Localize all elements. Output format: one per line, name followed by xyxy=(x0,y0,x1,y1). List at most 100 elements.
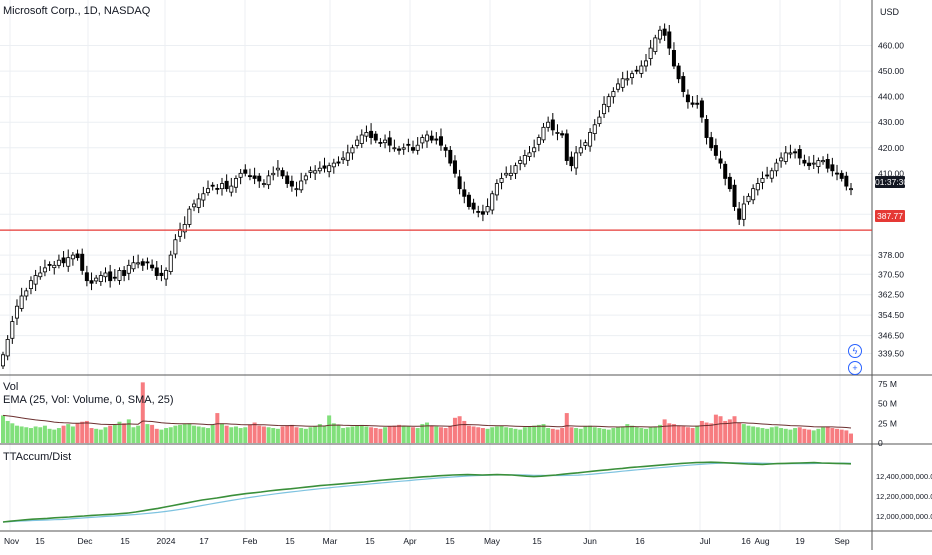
candle-up xyxy=(317,167,322,172)
volume-bar xyxy=(550,428,555,443)
candle-down xyxy=(690,102,695,105)
candle-down xyxy=(224,180,229,190)
volume-bar xyxy=(247,424,252,443)
volume-bar xyxy=(425,422,429,443)
volume-bar xyxy=(555,429,560,443)
volume-bar xyxy=(732,416,737,443)
volume-bar xyxy=(574,428,579,443)
candle-up xyxy=(424,134,429,142)
candle-up xyxy=(401,147,406,150)
volume-bar xyxy=(634,427,639,443)
volume-bar xyxy=(401,425,406,443)
candle-down xyxy=(75,253,80,259)
candle-down xyxy=(289,180,294,187)
volume-bar xyxy=(513,428,518,443)
candle-up xyxy=(266,175,271,186)
price-axis-tick: 460.00 xyxy=(878,41,904,51)
volume-bar xyxy=(89,428,94,443)
lightning-icon[interactable]: ϟ xyxy=(848,344,862,358)
candle-up xyxy=(10,321,15,339)
volume-bar xyxy=(690,428,695,443)
candle-up xyxy=(518,160,523,164)
candle-down xyxy=(718,158,723,164)
volume-bar xyxy=(802,428,807,443)
volume-bar xyxy=(52,429,57,443)
volume-bar xyxy=(173,425,178,443)
candle-up xyxy=(5,339,10,357)
currency-label[interactable]: USD xyxy=(880,7,900,17)
candle-up xyxy=(126,264,131,274)
volume-bar xyxy=(816,428,821,443)
volume-bar xyxy=(229,427,234,443)
candle-up xyxy=(233,178,238,188)
accum-indicator-title[interactable]: TTAccum/Dist xyxy=(3,451,72,463)
volume-bar xyxy=(657,424,662,443)
candle-up xyxy=(746,195,751,203)
volume-bars-group xyxy=(1,382,853,443)
volume-bar xyxy=(182,424,187,443)
candle-up xyxy=(19,295,24,309)
volume-bar xyxy=(117,421,122,443)
candle-down xyxy=(727,176,732,190)
volume-bar xyxy=(28,428,33,443)
volume-bar xyxy=(532,425,537,443)
candle-down xyxy=(369,130,374,138)
candle-up xyxy=(303,175,308,181)
volume-bar xyxy=(494,426,499,443)
volume-bar xyxy=(126,419,131,443)
candle-down xyxy=(89,280,94,284)
candle-up xyxy=(532,147,537,153)
volume-bar xyxy=(406,426,411,443)
volume-bar xyxy=(196,426,201,443)
volume-bar xyxy=(611,428,616,443)
volume-bar xyxy=(504,427,509,443)
candle-up xyxy=(849,188,854,191)
candle-up xyxy=(536,137,541,145)
price-axis-tick: 354.50 xyxy=(878,310,904,320)
volume-bar xyxy=(61,425,66,443)
volume-bar xyxy=(462,420,467,443)
candle-up xyxy=(741,203,746,220)
candle-up xyxy=(331,162,336,168)
volume-bar xyxy=(480,428,485,443)
candle-down xyxy=(685,94,690,103)
time-axis-tick: 17 xyxy=(199,536,209,546)
volume-indicator-description[interactable]: EMA (25, Vol: Volume, 0, SMA, 25) xyxy=(3,394,174,406)
volume-bar xyxy=(420,424,425,443)
candle-down xyxy=(159,272,164,276)
candle-up xyxy=(117,270,122,281)
volume-bar xyxy=(266,427,271,443)
volume-bar xyxy=(192,425,197,443)
volume-bar xyxy=(313,426,318,443)
volume-indicator-title[interactable]: Vol xyxy=(3,381,19,393)
candle-down xyxy=(462,189,467,197)
volume-bar xyxy=(56,428,61,443)
candle-up xyxy=(28,280,33,289)
candle-down xyxy=(704,119,709,138)
candle-up xyxy=(755,183,760,191)
candle-up xyxy=(783,152,788,162)
level-price-tag: 387.77 xyxy=(875,210,905,222)
volume-bar xyxy=(364,426,369,443)
accum-line xyxy=(2,461,852,523)
candle-up xyxy=(499,178,504,183)
volume-bar xyxy=(485,428,490,443)
candle-up xyxy=(821,160,826,163)
candle-down xyxy=(550,119,555,131)
candle-up xyxy=(42,267,47,273)
volume-bar xyxy=(275,428,280,443)
volume-bar xyxy=(140,382,145,443)
volume-bar xyxy=(616,427,621,443)
candle-up xyxy=(760,178,765,183)
volume-bar xyxy=(671,424,676,443)
candle-up xyxy=(588,132,593,147)
plus-icon[interactable]: + xyxy=(848,361,862,375)
price-axis-tick: 430.00 xyxy=(878,117,904,127)
candle-up xyxy=(355,139,360,146)
candle-up xyxy=(164,270,169,280)
volume-bar xyxy=(19,426,24,443)
candle-down xyxy=(564,133,569,161)
candle-down xyxy=(336,161,341,164)
volume-bar xyxy=(94,428,99,443)
